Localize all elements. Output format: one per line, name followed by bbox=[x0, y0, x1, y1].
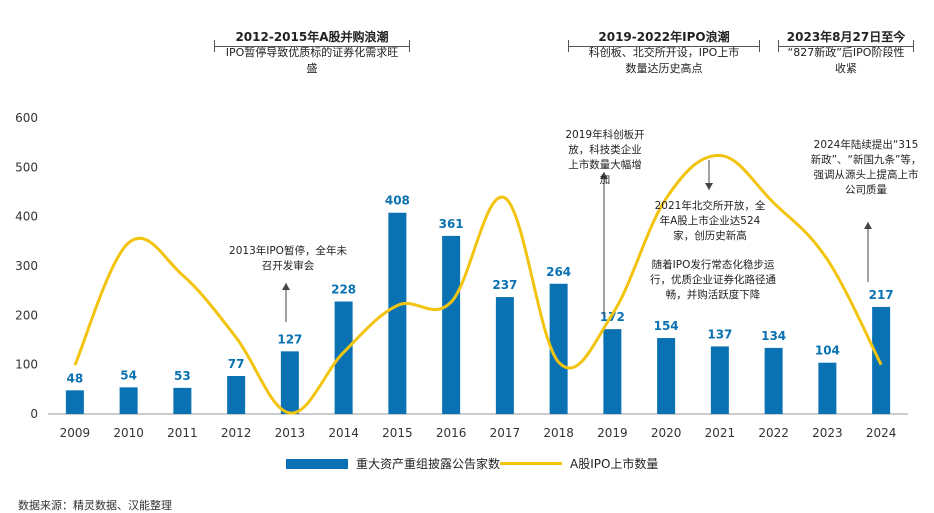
legend-bar: 重大资产重组披露公告家数 bbox=[286, 455, 500, 472]
bar bbox=[872, 306, 891, 414]
bar bbox=[549, 283, 568, 414]
x-tick-label: 2016 bbox=[436, 426, 467, 440]
annotation-2024: 2024年陆续提出“315新政”、“新国九条”等，强调从源头上提高上市公司质量 bbox=[810, 139, 922, 196]
bar-data-label: 48 bbox=[67, 371, 84, 385]
y-tick-label: 600 bbox=[15, 111, 38, 125]
legend-bar-swatch bbox=[286, 458, 348, 469]
x-tick-label: 2017 bbox=[490, 426, 521, 440]
x-tick-label: 2011 bbox=[167, 426, 198, 440]
x-tick-label: 2014 bbox=[328, 426, 359, 440]
x-tick-label: 2022 bbox=[758, 426, 789, 440]
annotation-arrowhead bbox=[282, 283, 290, 290]
bar-data-label: 77 bbox=[228, 357, 245, 371]
line-series bbox=[73, 153, 883, 415]
x-tick-label: 2012 bbox=[221, 426, 252, 440]
annotation-arrowhead bbox=[864, 222, 872, 229]
bar bbox=[818, 362, 837, 414]
bar bbox=[227, 376, 246, 414]
x-tick-label: 2019 bbox=[597, 426, 628, 440]
annotation-2013: 2013年IPO暂停，全年未召开发审会 bbox=[229, 245, 347, 272]
bar-data-labels: 48 54 53 77 127 228 408 361 237 264 172 154 137 134 10… bbox=[67, 194, 894, 386]
bar-data-label: 54 bbox=[120, 368, 137, 382]
bar-data-label: 104 bbox=[815, 344, 840, 358]
legend-line-swatch bbox=[500, 462, 562, 465]
x-tick-label: 2021 bbox=[705, 426, 736, 440]
y-tick-label: 300 bbox=[15, 259, 38, 273]
y-tick-label: 100 bbox=[15, 358, 38, 372]
period-title: 2019-2022年IPO浪潮 bbox=[598, 30, 730, 44]
x-axis: 2009 2010 2011 2012 2013 2014 2015 2016 2017 2018… bbox=[60, 426, 897, 440]
y-tick-label: 200 bbox=[15, 308, 38, 322]
period-desc: 科创板、北交所开设，IPO上市数量达历史高点 bbox=[588, 46, 740, 75]
x-tick-label: 2010 bbox=[113, 426, 144, 440]
bar-data-label: 217 bbox=[869, 288, 894, 302]
period-2012-2015: 2012-2015年A股并购浪潮 IPO暂停导致优质标的证券化需求旺盛 bbox=[214, 29, 410, 77]
bar bbox=[710, 346, 729, 414]
x-tick-label: 2024 bbox=[866, 426, 897, 440]
period-bracket bbox=[568, 40, 760, 52]
period-title: 2023年8月27日至今 bbox=[786, 30, 906, 44]
bar bbox=[603, 329, 622, 414]
bar bbox=[119, 387, 138, 414]
bar-data-label: 53 bbox=[174, 369, 191, 383]
period-2023-now: 2023年8月27日至今 “827新政”后IPO阶段性收紧 bbox=[778, 29, 914, 77]
annotation-2022: 随着IPO发行常态化稳步运行，优质企业证券化路径通畅，并购活跃度下降 bbox=[650, 259, 776, 301]
x-tick-label: 2015 bbox=[382, 426, 413, 440]
bar bbox=[442, 235, 461, 414]
bar-data-label: 361 bbox=[439, 217, 464, 231]
legend-line-label: A股IPO上市数量 bbox=[570, 457, 659, 471]
period-2019-2022: 2019-2022年IPO浪潮 科创板、北交所开设，IPO上市数量达历史高点 bbox=[568, 29, 760, 77]
bar bbox=[173, 387, 192, 414]
x-tick-label: 2013 bbox=[275, 426, 306, 440]
bar-data-label: 408 bbox=[385, 194, 410, 208]
source-note: 数据来源：精灵数据、汉能整理 bbox=[18, 499, 172, 512]
annotation-arrowhead bbox=[600, 172, 608, 179]
bar-data-label: 228 bbox=[331, 283, 356, 297]
bar bbox=[495, 297, 514, 414]
bar-series bbox=[65, 212, 891, 414]
bar bbox=[657, 338, 676, 414]
bar bbox=[65, 390, 84, 414]
legend-bar-label: 重大资产重组披露公告家数 bbox=[356, 457, 501, 471]
annotation-2019: 2019年科创板开放，科技类企业上市数量大幅增加 bbox=[565, 129, 645, 186]
annotation-arrows bbox=[282, 160, 872, 322]
annotation-arrowhead bbox=[705, 183, 713, 190]
bar-data-label: 154 bbox=[654, 319, 679, 333]
bar bbox=[764, 347, 783, 414]
period-desc: “827新政”后IPO阶段性收紧 bbox=[787, 46, 905, 75]
period-bracket bbox=[778, 40, 914, 52]
bar-data-label: 137 bbox=[707, 327, 732, 341]
annotation-2021: 2021年北交所开放，全年A股上市企业达524家，创历史新高 bbox=[654, 200, 766, 242]
period-title: 2012-2015年A股并购浪潮 bbox=[235, 30, 389, 44]
bar-data-label: 134 bbox=[761, 329, 786, 343]
bar-data-label: 127 bbox=[277, 332, 302, 346]
bar-data-label: 172 bbox=[600, 310, 625, 324]
ipo-line bbox=[73, 153, 883, 415]
bar bbox=[388, 212, 407, 414]
period-desc: IPO暂停导致优质标的证券化需求旺盛 bbox=[225, 46, 399, 75]
x-tick-label: 2023 bbox=[812, 426, 843, 440]
bar bbox=[334, 301, 353, 414]
x-tick-label: 2009 bbox=[60, 426, 91, 440]
period-bracket bbox=[214, 40, 410, 52]
x-tick-label: 2020 bbox=[651, 426, 682, 440]
x-tick-label: 2018 bbox=[543, 426, 574, 440]
bar bbox=[280, 351, 299, 414]
y-tick-label: 400 bbox=[15, 210, 38, 224]
y-tick-label: 500 bbox=[15, 160, 38, 174]
legend-line: A股IPO上市数量 bbox=[500, 455, 658, 472]
y-tick-label: 0 bbox=[30, 407, 38, 421]
bar-data-label: 237 bbox=[492, 278, 517, 292]
bar-data-label: 264 bbox=[546, 265, 571, 279]
